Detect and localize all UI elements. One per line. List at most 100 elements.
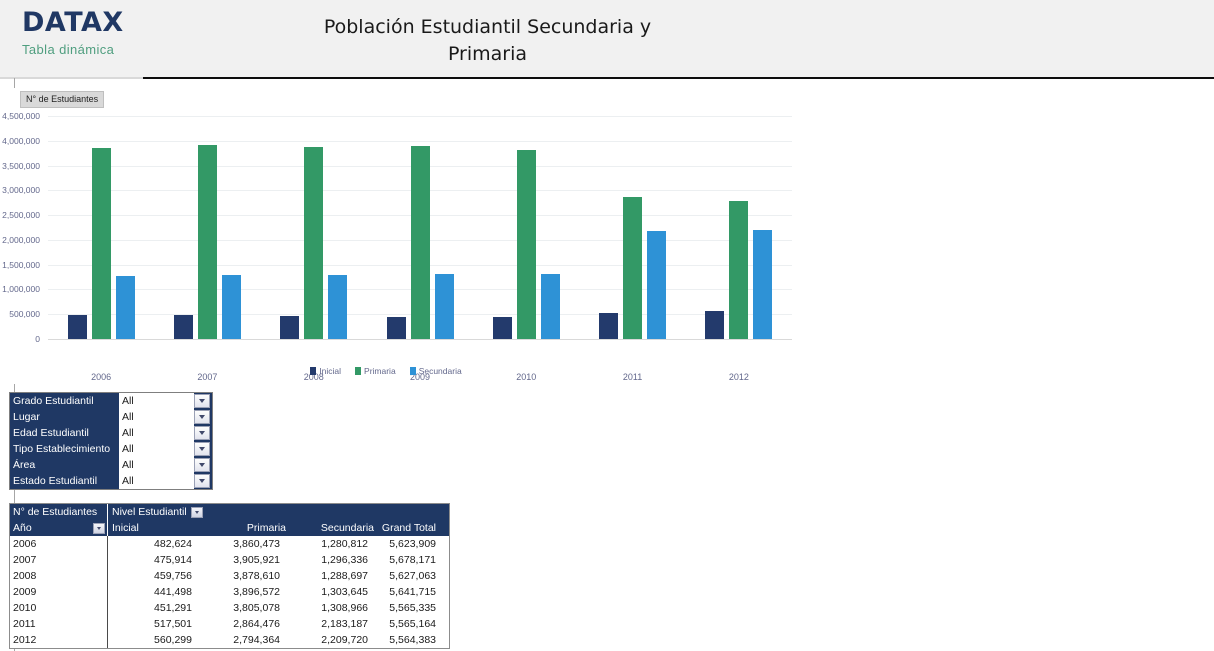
chart-y-tick-label: 4,000,000 [2, 135, 40, 146]
chart-bar-inicial-2006[interactable] [67, 315, 87, 339]
chart-y-tick-label: 3,000,000 [2, 185, 40, 196]
table-cell-inicial: 475,914 [154, 554, 192, 566]
chart-y-tick-label: 1,500,000 [2, 259, 40, 270]
chart-x-tick-label: 2012 [728, 372, 749, 382]
header-divider-dark [143, 77, 1214, 79]
table-row[interactable]: 2006 482,624 3,860,473 1,280,812 5,623,909 [10, 536, 449, 552]
filter-dropdown-icon[interactable] [194, 442, 210, 456]
chart-legend-item-inicial[interactable]: Inicial [310, 366, 341, 376]
table-cell-secundaria: 2,183,187 [321, 618, 368, 630]
table-cell-secundaria: 1,296,336 [321, 554, 368, 566]
chart-y-tick-label: 2,000,000 [2, 234, 40, 245]
chart-bar-primaria-2011[interactable] [623, 197, 643, 339]
table-cell-secundaria: 1,288,697 [321, 570, 368, 582]
chart-bar-secundaria-2009[interactable] [434, 274, 454, 339]
chart-bar-inicial-2010[interactable] [492, 316, 512, 339]
chart-bar-secundaria-2008[interactable] [328, 275, 348, 339]
table-cell-year: 2011 [10, 616, 108, 632]
filter-value-edad-estudiantil[interactable]: All [118, 425, 194, 441]
chart-bar-inicial-2012[interactable] [705, 311, 725, 339]
filter-dropdown-icon[interactable] [194, 410, 210, 424]
chart-bar-inicial-2007[interactable] [173, 315, 193, 339]
page-title: Población Estudiantil Secundaria y Prima… [323, 16, 652, 65]
table-cell-year: 2010 [10, 600, 108, 616]
table-cell-primaria: 3,905,921 [233, 554, 280, 566]
pivot-column-filter-dropdown-icon[interactable] [190, 506, 203, 518]
filter-value-área[interactable]: All [118, 457, 194, 473]
table-cell-total: 5,565,335 [389, 602, 436, 614]
chart-y-tick-label: 500,000 [9, 309, 40, 320]
legend-swatch-icon [409, 367, 416, 375]
table-cell-year: 2008 [10, 568, 108, 584]
brand-subtitle: Tabla dinámica [22, 42, 115, 57]
chart-bar-primaria-2006[interactable] [91, 147, 111, 339]
table-cell-primaria: 2,864,476 [233, 618, 280, 630]
chart-bar-secundaria-2006[interactable] [115, 275, 135, 339]
filter-dropdown-icon[interactable] [194, 474, 210, 488]
chart-bar-secundaria-2010[interactable] [540, 274, 560, 339]
table-cell-secundaria: 2,209,720 [321, 634, 368, 646]
table-cell-total: 5,623,909 [389, 538, 436, 550]
pivot-row-field-text: Año [13, 522, 32, 534]
chart-bar-primaria-2008[interactable] [304, 146, 324, 339]
filter-value-lugar[interactable]: All [118, 409, 194, 425]
table-row[interactable]: 2008 459,756 3,878,610 1,288,697 5,627,063 [10, 568, 449, 584]
chart-gridline [48, 116, 792, 117]
pivot-column-field-text: Nivel Estudiantil [112, 506, 187, 518]
chart-bar-primaria-2009[interactable] [410, 145, 430, 339]
chart-bar-secundaria-2012[interactable] [753, 229, 773, 339]
pivot-row-field: Año [10, 520, 108, 536]
table-cell-total: 5,641,715 [389, 586, 436, 598]
chart-bar-primaria-2012[interactable] [729, 200, 749, 339]
filter-label-edad-estudiantil: Edad Estudiantil [10, 425, 118, 441]
chart-y-tick-label: 4,500,000 [2, 111, 40, 121]
filter-value-tipo-establecimiento[interactable]: All [118, 441, 194, 457]
filter-dropdown-icon[interactable] [194, 394, 210, 408]
table-cell-inicial: 459,756 [154, 570, 192, 582]
chart-bar-primaria-2010[interactable] [516, 150, 536, 339]
chart-bar-inicial-2009[interactable] [386, 317, 406, 339]
chart-bar-primaria-2007[interactable] [197, 145, 217, 339]
table-cell-year: 2012 [10, 632, 108, 648]
table-row[interactable]: 2012 560,299 2,794,364 2,209,720 5,564,383 [10, 632, 449, 648]
pivot-col-header-secundaria: Secundaria [320, 522, 374, 534]
header-divider-light [0, 77, 143, 79]
filter-row: Estado Estudiantil All [10, 473, 212, 489]
table-cell-primaria: 2,794,364 [233, 634, 280, 646]
filter-dropdown-icon[interactable] [194, 458, 210, 472]
chart-value-field-button[interactable]: N° de Estudiantes [20, 91, 105, 108]
table-cell-secundaria: 1,280,812 [321, 538, 368, 550]
filter-row: Grado Estudiantil All [10, 393, 212, 409]
table-cell-inicial: 560,299 [154, 634, 192, 646]
chart-x-tick-label: 2006 [91, 372, 112, 382]
chart-bar-secundaria-2011[interactable] [647, 230, 667, 339]
chart-y-tick-label: 2,500,000 [2, 210, 40, 221]
table-cell-primaria: 3,805,078 [233, 602, 280, 614]
filter-value-grado-estudiantil[interactable]: All [118, 393, 194, 409]
table-row[interactable]: 2009 441,498 3,896,572 1,303,645 5,641,715 [10, 584, 449, 600]
table-cell-inicial: 482,624 [154, 538, 192, 550]
chart-bar-secundaria-2007[interactable] [221, 274, 241, 339]
chart-legend-item-secundaria[interactable]: Secundaria [409, 366, 462, 376]
filter-value-estado-estudiantil[interactable]: All [118, 473, 194, 489]
table-row[interactable]: 2011 517,501 2,864,476 2,183,187 5,565,164 [10, 616, 449, 632]
table-cell-total: 5,678,171 [389, 554, 436, 566]
filter-label-área: Área [10, 457, 118, 473]
chart-bar-inicial-2011[interactable] [599, 313, 619, 339]
chart-legend-item-primaria[interactable]: Primaria [355, 366, 396, 376]
chart-x-tick-label: 2007 [197, 372, 218, 382]
filter-dropdown-icon[interactable] [194, 426, 210, 440]
table-cell-total: 5,565,164 [389, 618, 436, 630]
chart-y-tick-label: 3,500,000 [2, 160, 40, 171]
pivot-col-header-inicial: Inicial [112, 522, 139, 534]
chart-bar-inicial-2008[interactable] [280, 316, 300, 339]
chart-legend-label: Primaria [364, 366, 396, 376]
pivot-row-filter-dropdown-icon[interactable] [93, 522, 105, 534]
pivot-col-header-grand-total: Grand Total [381, 522, 436, 534]
table-cell-inicial: 441,498 [154, 586, 192, 598]
table-cell-secundaria: 1,303,645 [321, 586, 368, 598]
table-row[interactable]: 2007 475,914 3,905,921 1,296,336 5,678,171 [10, 552, 449, 568]
table-row[interactable]: 2010 451,291 3,805,078 1,308,966 5,565,335 [10, 600, 449, 616]
filter-row: Tipo Establecimiento All [10, 441, 212, 457]
table-cell-secundaria: 1,308,966 [321, 602, 368, 614]
